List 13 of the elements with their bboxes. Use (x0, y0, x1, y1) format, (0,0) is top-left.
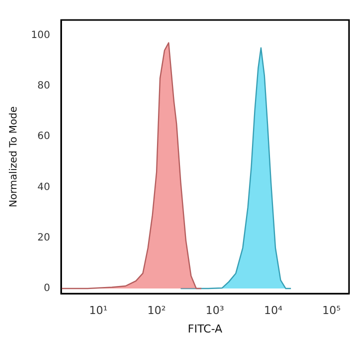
x-tick-label: 10³ (206, 304, 224, 318)
x-tick-label: 10² (147, 304, 166, 318)
x-tick-label: 10⁵ (322, 304, 341, 318)
y-tick-label: 80 (37, 80, 50, 92)
y-axis-title: Normalized To Mode (8, 106, 20, 208)
y-tick-label: 100 (30, 30, 50, 41)
x-axis-title: FITC-A (188, 322, 223, 336)
y-tick-label: 0 (44, 283, 50, 294)
y-tick-label: 60 (37, 131, 50, 142)
y-tick-label: 40 (37, 182, 50, 193)
x-tick-label: 10¹ (89, 304, 108, 318)
x-tick-label: 10⁴ (264, 304, 283, 318)
y-tick-label: 20 (37, 232, 50, 244)
